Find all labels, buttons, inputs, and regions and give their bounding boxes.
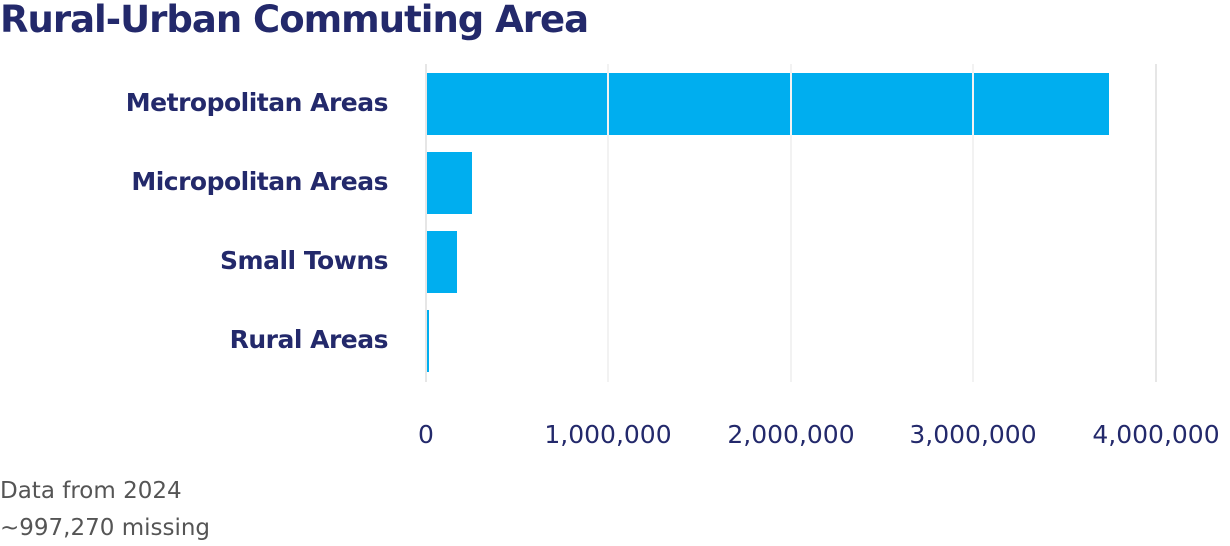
category-label-rural: Rural Areas: [229, 325, 389, 354]
x-tick-0: 0: [418, 420, 434, 449]
x-tick-1m: 1,000,000: [544, 420, 672, 449]
x-tick-3m: 3,000,000: [909, 420, 1037, 449]
gridline-4m: [1155, 64, 1157, 382]
bar-rural-areas: [427, 310, 429, 372]
chart-title: Rural-Urban Commuting Area: [0, 0, 589, 41]
gridline-0: [425, 64, 427, 382]
missing-count-note: ~997,270 missing: [0, 515, 211, 541]
category-label-metropolitan: Metropolitan Areas: [125, 88, 389, 117]
x-tick-2m: 2,000,000: [727, 420, 855, 449]
bar-small-towns: [427, 231, 457, 293]
x-tick-4m: 4,000,000: [1092, 420, 1220, 449]
gridline-3m: [972, 64, 974, 382]
category-label-small-towns: Small Towns: [220, 246, 388, 275]
gridline-1m: [607, 64, 609, 382]
category-label-micropolitan: Micropolitan Areas: [131, 167, 388, 196]
bar-micropolitan-areas: [427, 152, 472, 214]
bar-metropolitan-areas: [427, 73, 1109, 135]
gridline-2m: [790, 64, 792, 382]
data-year-note: Data from 2024: [0, 478, 182, 504]
